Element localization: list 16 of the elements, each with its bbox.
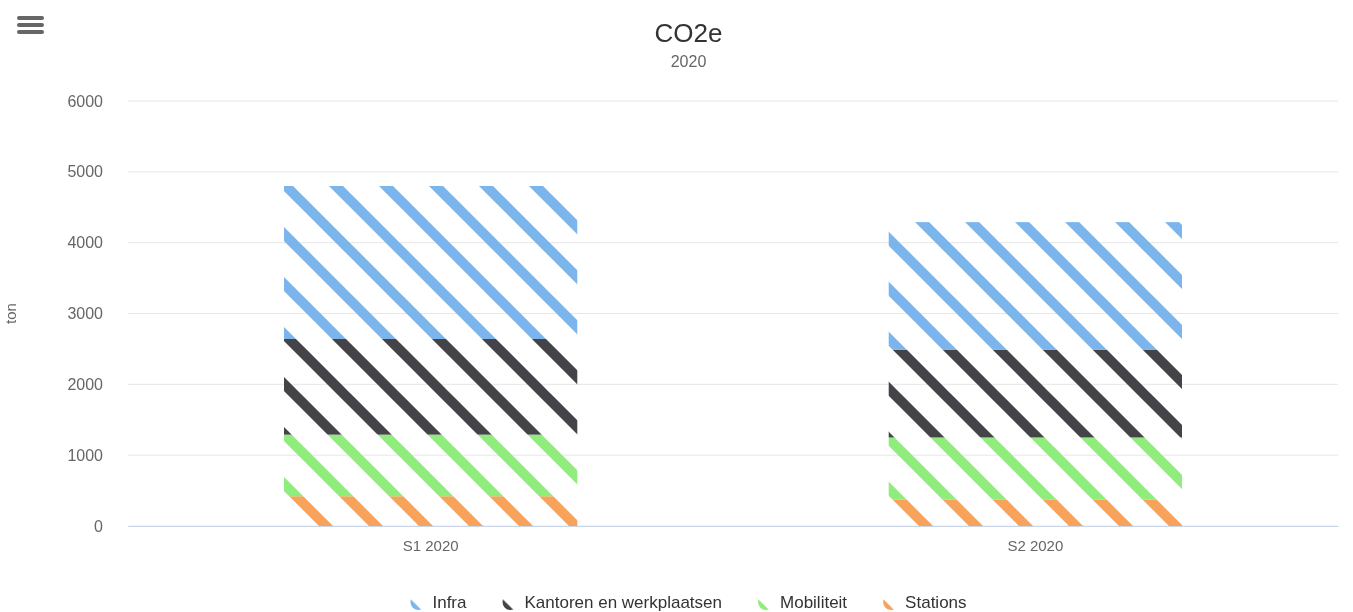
- y-tick-label: 1000: [67, 446, 104, 464]
- legend-label: Kantoren en werkplaatsen: [524, 593, 723, 612]
- legend-label: Mobiliteit: [780, 593, 848, 612]
- y-tick-label: 4000: [67, 234, 104, 252]
- x-tick-label: S1 2020: [402, 536, 459, 554]
- y-tick-label: 2000: [67, 375, 104, 393]
- legend-label: Stations: [905, 593, 967, 612]
- chart-title: CO2e: [654, 18, 723, 48]
- y-tick-label: 3000: [67, 305, 104, 323]
- chart-subtitle: 2020: [670, 53, 707, 70]
- y-tick-label: 5000: [67, 163, 104, 181]
- y-tick-label: 6000: [67, 92, 104, 110]
- y-tick-label: 0: [94, 517, 104, 535]
- legend-label: Infra: [432, 593, 468, 612]
- x-tick-label: S2 2020: [1007, 536, 1064, 554]
- y-axis-title: ton: [2, 303, 19, 324]
